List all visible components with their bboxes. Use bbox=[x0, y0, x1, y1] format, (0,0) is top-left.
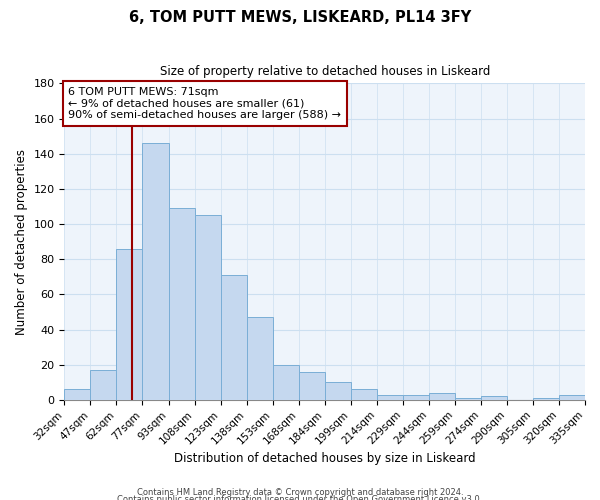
X-axis label: Distribution of detached houses by size in Liskeard: Distribution of detached houses by size … bbox=[174, 452, 476, 465]
Text: 6, TOM PUTT MEWS, LISKEARD, PL14 3FY: 6, TOM PUTT MEWS, LISKEARD, PL14 3FY bbox=[129, 10, 471, 25]
Title: Size of property relative to detached houses in Liskeard: Size of property relative to detached ho… bbox=[160, 65, 490, 78]
Bar bbox=[351, 390, 377, 400]
Bar bbox=[429, 393, 455, 400]
Bar bbox=[481, 396, 507, 400]
Bar bbox=[455, 398, 481, 400]
Bar bbox=[559, 394, 585, 400]
Bar bbox=[377, 394, 403, 400]
Bar bbox=[325, 382, 351, 400]
Bar bbox=[272, 364, 299, 400]
Bar bbox=[533, 398, 559, 400]
Bar bbox=[194, 215, 221, 400]
Text: Contains public sector information licensed under the Open Government Licence v3: Contains public sector information licen… bbox=[118, 496, 482, 500]
Bar bbox=[64, 390, 91, 400]
Y-axis label: Number of detached properties: Number of detached properties bbox=[15, 148, 28, 334]
Bar bbox=[247, 317, 272, 400]
Bar bbox=[116, 248, 142, 400]
Bar bbox=[221, 275, 247, 400]
Bar bbox=[91, 370, 116, 400]
Bar bbox=[403, 394, 429, 400]
Text: 6 TOM PUTT MEWS: 71sqm
← 9% of detached houses are smaller (61)
90% of semi-deta: 6 TOM PUTT MEWS: 71sqm ← 9% of detached … bbox=[68, 87, 341, 120]
Bar bbox=[142, 143, 169, 400]
Bar bbox=[299, 372, 325, 400]
Text: Contains HM Land Registry data © Crown copyright and database right 2024.: Contains HM Land Registry data © Crown c… bbox=[137, 488, 463, 497]
Bar bbox=[169, 208, 194, 400]
